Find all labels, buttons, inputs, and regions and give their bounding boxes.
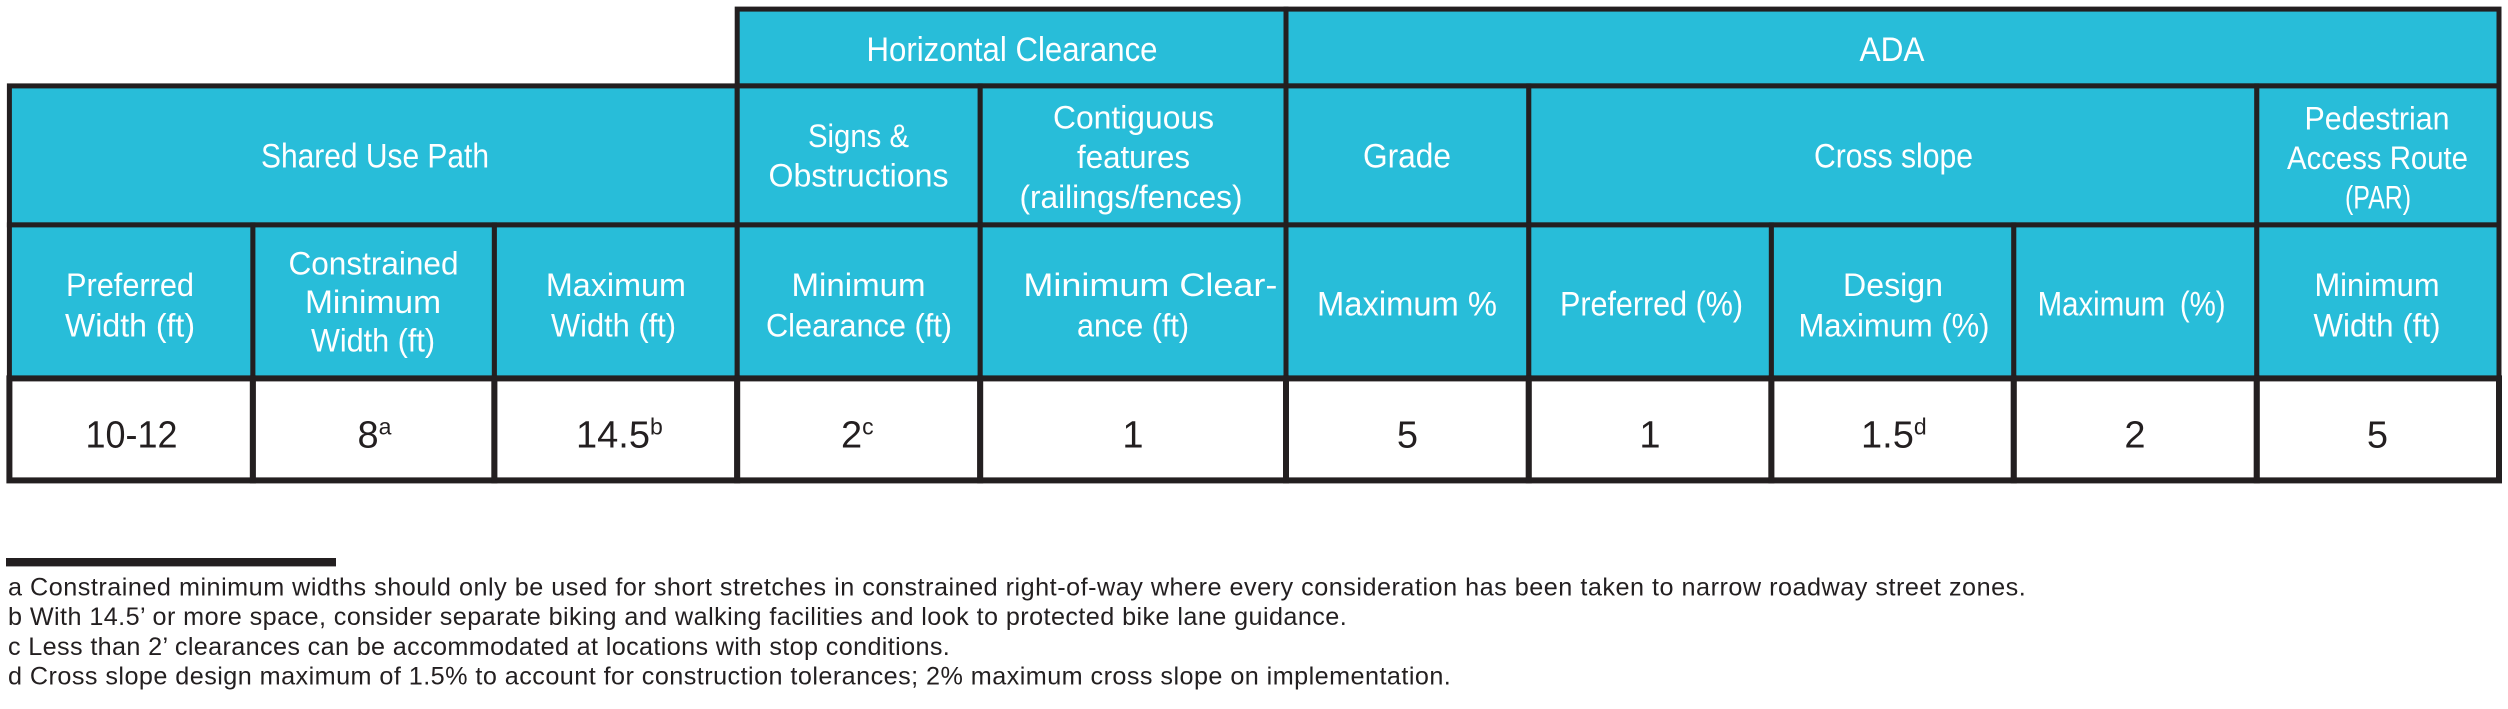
svg-text:14.5b: 14.5b (576, 414, 663, 457)
svg-text:5: 5 (2367, 415, 2388, 457)
svg-text:Shared Use Path: Shared Use Path (261, 138, 489, 176)
svg-text:Clearance (ft): Clearance (ft) (766, 308, 952, 344)
svg-text:c Less than 2’ clearances can: c Less than 2’ clearances can be accommo… (8, 633, 950, 661)
svg-text:Cross slope: Cross slope (1814, 138, 1973, 176)
svg-text:Maximum (%): Maximum (%) (1799, 308, 1990, 344)
svg-text:Contiguous: Contiguous (1053, 100, 1214, 136)
svg-text:10-12: 10-12 (86, 415, 178, 457)
svg-text:Preferred (%): Preferred (%) (1560, 286, 1743, 324)
svg-text:Maximum %: Maximum % (1317, 286, 1497, 324)
svg-text:Signs &: Signs & (808, 118, 909, 154)
svg-text:Obstructions: Obstructions (769, 158, 949, 194)
svg-text:5: 5 (1397, 415, 1418, 457)
svg-text:Constrained: Constrained (289, 246, 459, 282)
svg-text:Width (ft): Width (ft) (311, 323, 435, 359)
svg-text:Minimum: Minimum (2315, 267, 2440, 303)
svg-text:b With 14.5’ or more space, co: b With 14.5’ or more space, consider sep… (8, 603, 1347, 631)
svg-text:ance (ft): ance (ft) (1077, 308, 1189, 344)
svg-text:Horizontal Clearance: Horizontal Clearance (867, 31, 1158, 69)
svg-text:ADA: ADA (1860, 31, 1925, 69)
svg-text:Pedestrian: Pedestrian (2305, 101, 2450, 137)
svg-text:(PAR): (PAR) (2345, 180, 2411, 216)
svg-text:Width (ft): Width (ft) (551, 308, 676, 344)
svg-text:Preferred: Preferred (66, 267, 194, 303)
svg-text:Minimum: Minimum (305, 284, 441, 320)
svg-text:features: features (1077, 139, 1190, 175)
svg-text:Access Route: Access Route (2287, 140, 2468, 176)
svg-text:Minimum Clear-: Minimum Clear- (1023, 267, 1277, 303)
svg-text:Minimum: Minimum (792, 267, 926, 303)
svg-text:Width (ft): Width (ft) (65, 308, 195, 344)
svg-text:d Cross slope design maximum o: d Cross slope design maximum of 1.5% to … (8, 663, 1451, 691)
svg-text:Maximum (%): Maximum (%) (2038, 286, 2226, 324)
svg-text:Maximum: Maximum (546, 267, 686, 303)
svg-text:1: 1 (1122, 415, 1143, 457)
svg-text:Width (ft): Width (ft) (2314, 308, 2441, 344)
svg-text:Design: Design (1843, 267, 1943, 303)
svg-text:a Constrained minimum widths s: a Constrained minimum widths should only… (8, 573, 2026, 601)
svg-text:(railings/fences): (railings/fences) (1020, 179, 1243, 215)
svg-text:1: 1 (1639, 415, 1660, 457)
svg-text:Grade: Grade (1363, 138, 1451, 176)
svg-text:2: 2 (2124, 415, 2145, 457)
